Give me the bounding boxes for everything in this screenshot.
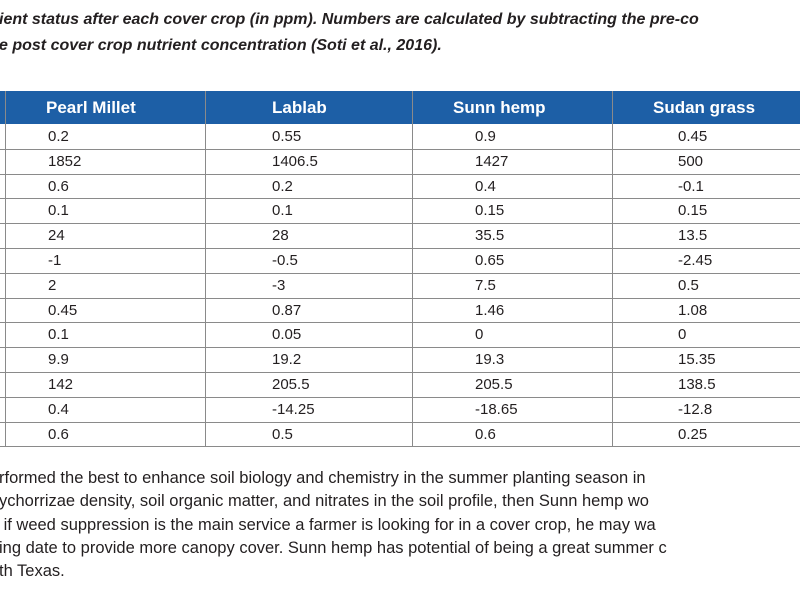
table-cell: 500 xyxy=(678,152,704,170)
column-border xyxy=(205,91,206,447)
table-cell: 19.3 xyxy=(475,351,505,369)
table-cell: -14.25 xyxy=(272,400,315,418)
table-cell: 1427 xyxy=(475,152,509,170)
column-border xyxy=(612,91,613,447)
column-border xyxy=(5,91,6,447)
table-cell: -3 xyxy=(272,276,286,294)
row-border xyxy=(0,248,800,249)
table-cell: 0.4 xyxy=(48,400,69,418)
table-cell: 142 xyxy=(48,376,74,393)
table-cell: 205.5 xyxy=(475,376,513,393)
column-border xyxy=(412,91,413,447)
paragraph-line: ing date to provide more canopy cover. S… xyxy=(0,539,667,557)
table-cell: -0.5 xyxy=(272,252,298,269)
table-cell: 205.5 xyxy=(272,376,310,393)
table-cell: 0.45 xyxy=(678,128,708,145)
paragraph-line: if weed suppression is the main service … xyxy=(0,516,656,534)
row-border xyxy=(0,173,800,175)
row-border xyxy=(0,272,800,274)
table-cell: 9.9 xyxy=(48,351,69,369)
table-cell: 0.9 xyxy=(475,128,496,145)
table-cell: 2 xyxy=(48,276,57,294)
column-header: Sunn hemp xyxy=(453,98,546,117)
table-cell: 13.5 xyxy=(678,227,708,245)
table-cell: 0.65 xyxy=(475,252,505,269)
table-cell: 0.15 xyxy=(678,202,708,220)
table-cell: 1406.5 xyxy=(272,152,318,170)
row-border xyxy=(0,347,800,349)
row-border xyxy=(0,396,800,398)
table-cell: 0.25 xyxy=(678,425,708,443)
table-cell: -12.8 xyxy=(678,400,713,418)
table-cell: 0.1 xyxy=(48,326,69,344)
table-cell: 1852 xyxy=(48,152,82,170)
table-cell: 0 xyxy=(678,326,687,344)
table-cell: 15.35 xyxy=(678,351,716,369)
caption-line: ient status after each cover crop (in pp… xyxy=(0,11,699,28)
table-cell: 0.6 xyxy=(48,425,69,443)
table-cell: 7.5 xyxy=(475,276,496,294)
paragraph-line: th Texas. xyxy=(0,562,65,580)
table-cell: 1.08 xyxy=(678,301,708,319)
column-header: Sudan grass xyxy=(653,98,756,117)
table-cell: 0.1 xyxy=(48,202,69,220)
table-cell: -1 xyxy=(48,252,62,269)
row-border xyxy=(0,198,800,200)
table-cell: 0.55 xyxy=(272,128,302,145)
table-cell: -18.65 xyxy=(475,400,518,418)
table-cell: 0.4 xyxy=(475,177,496,195)
row-border xyxy=(0,372,800,373)
table-cell: 0.1 xyxy=(272,202,293,220)
table-cell: 0.2 xyxy=(272,177,293,195)
row-border xyxy=(0,223,800,225)
column-header: Pearl Millet xyxy=(46,98,136,117)
table-cell: 0.45 xyxy=(48,301,78,319)
table-cell: 0.6 xyxy=(475,425,496,443)
row-border xyxy=(0,322,800,324)
table-cell: 0.5 xyxy=(272,425,293,443)
row-border xyxy=(0,297,800,299)
table-cell: 0.15 xyxy=(475,202,505,220)
table-cell: 35.5 xyxy=(475,227,505,245)
table-cell: 0 xyxy=(475,326,484,344)
paragraph-line: rformed the best to enhance soil biology… xyxy=(0,469,646,487)
column-header: Lablab xyxy=(272,98,327,117)
table-cell: -2.45 xyxy=(678,252,713,269)
row-border xyxy=(0,446,800,448)
table-cell: 28 xyxy=(272,227,289,245)
table-cell: -0.1 xyxy=(678,177,704,195)
table-cell: 19.2 xyxy=(272,351,302,369)
header-row xyxy=(0,91,800,124)
table-cell: 138.5 xyxy=(678,376,716,393)
row-border xyxy=(0,148,800,150)
table-cell: 24 xyxy=(48,227,65,245)
table-cell: 0.2 xyxy=(48,128,69,145)
table-cell: 1.46 xyxy=(475,301,505,319)
paragraph-line: ychorrizae density, soil organic matter,… xyxy=(0,492,649,510)
table-cell: 0.05 xyxy=(272,326,302,344)
table-cell: 0.6 xyxy=(48,177,69,195)
table-cell: 0.5 xyxy=(678,276,699,294)
caption-line: e post cover crop nutrient concentration… xyxy=(0,37,442,54)
table-cell: 0.87 xyxy=(272,301,302,319)
row-border xyxy=(0,421,800,423)
